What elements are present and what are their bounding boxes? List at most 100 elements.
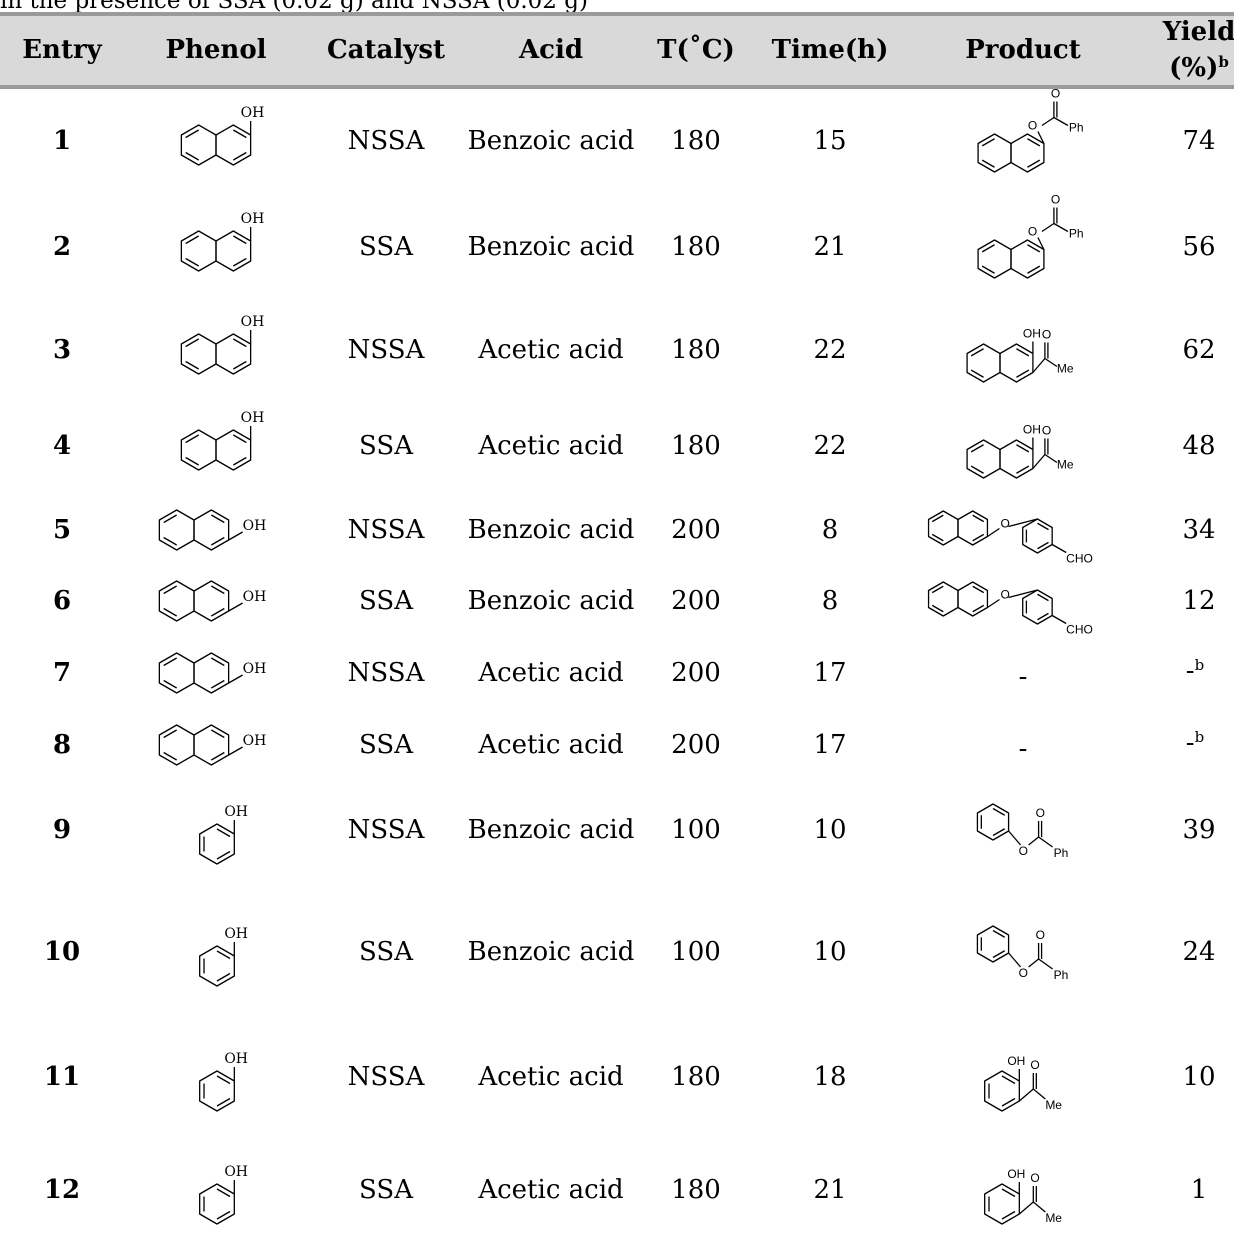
yield-cell: 39 [1182,815,1216,845]
yield-cell: 10 [1182,1062,1216,1092]
svg-text:O: O [1051,193,1060,207]
svg-text:O: O [1019,966,1028,980]
temperature-cell: 180 [671,335,721,365]
temperature-cell: 180 [671,1062,721,1092]
svg-text:Me: Me [1045,1211,1062,1225]
svg-text:Me: Me [1057,458,1074,472]
phenol-structure-phenol: OH [199,926,248,987]
product-structure-acetyl-naphthol: OH O Me [966,423,1074,479]
entry-number: 3 [52,335,72,365]
product-structure-naphthyloxy-benzaldehyde: O CHO [927,510,1093,566]
header-acid: Acid [518,35,584,65]
svg-text:Me: Me [1057,362,1074,376]
yield-cell: 1 [1190,1175,1208,1205]
time-cell: 10 [813,815,847,845]
entry-number: 6 [52,586,72,616]
temperature-cell: 200 [671,515,721,545]
svg-text:CHO: CHO [1066,552,1093,566]
svg-text:OH: OH [224,804,248,820]
phenol-structure-1-naphthol: OH [180,410,264,471]
table-header: Entry Phenol Catalyst Acid T(˚C) Time(h)… [0,16,1234,85]
product-none: - [1018,662,1028,692]
header-yield-line2: (%)b [1169,53,1229,83]
temperature-cell: 200 [671,586,721,616]
top-rule [0,12,1234,16]
time-cell: 8 [821,515,839,545]
product-structure-phenyl-benzoate: O O Ph [976,803,1068,860]
svg-text:OH: OH [241,211,265,227]
time-cell: 10 [813,937,847,967]
svg-text:OH: OH [224,1164,248,1180]
yield-cell: 56 [1182,232,1216,262]
product-none: - [1018,734,1028,764]
header-temperature: T(˚C) [657,35,735,65]
svg-text:OH: OH [243,518,267,534]
acid-cell: Benzoic acid [467,232,635,262]
time-cell: 18 [813,1062,847,1092]
yield-cell: 24 [1182,937,1216,967]
svg-text:O: O [1000,517,1009,531]
catalyst-cell: NSSA [347,815,425,845]
yield-cell: -b [1185,728,1205,758]
time-cell: 22 [813,335,847,365]
header-yield-line1: Yield [1162,17,1234,47]
yield-cell: 34 [1182,515,1216,545]
svg-text:CHO: CHO [1066,623,1093,637]
phenol-structure-phenol: OH [199,804,248,865]
yield-footnote: b [1194,656,1205,674]
product-structure-hydroxyacetophenone: OH O Me [984,1167,1062,1225]
acid-cell: Acetic acid [478,335,624,365]
product-structure-hydroxyacetophenone: OH O Me [984,1054,1062,1112]
header-time: Time(h) [771,35,889,65]
svg-text:OH: OH [241,105,265,121]
time-cell: 22 [813,431,847,461]
svg-text:O: O [1019,844,1028,858]
svg-text:OH: OH [241,314,265,330]
table-caption: in the presence of SSA (0.02 g) and NSSA… [0,0,588,14]
entry-number: 11 [43,1062,81,1092]
catalyst-cell: SSA [359,1175,413,1205]
catalyst-cell: NSSA [347,515,425,545]
svg-text:OH: OH [1007,1167,1025,1181]
svg-text:O: O [1051,87,1060,101]
svg-text:O: O [1042,328,1051,342]
yield-cell: 74 [1182,126,1216,156]
catalyst-cell: NSSA [347,658,425,688]
temperature-cell: 180 [671,431,721,461]
catalyst-cell: NSSA [347,1062,425,1092]
svg-text:OH: OH [1007,1054,1025,1068]
svg-text:OH: OH [224,1051,248,1067]
entry-number: 9 [52,815,72,845]
phenol-structure-2-naphthol: OH [158,652,267,694]
product-structure-acetyl-naphthol: OH O Me [966,327,1074,383]
yield-cell: -b [1185,656,1205,686]
temperature-cell: 100 [671,937,721,967]
product-structure-phenyl-benzoate: O O Ph [976,925,1069,982]
header-rule [0,85,1234,89]
product-structure-naphthyl-benzoate: O O Ph [977,193,1084,279]
header-catalyst: Catalyst [326,35,446,65]
phenol-structure-1-naphthol: OH [180,314,265,375]
acid-cell: Benzoic acid [467,515,635,545]
svg-text:OH: OH [1023,327,1041,341]
temperature-cell: 200 [671,658,721,688]
svg-text:O: O [1042,424,1051,438]
svg-text:Ph: Ph [1069,227,1084,241]
header-yield-footnote: b [1218,53,1229,71]
catalyst-cell: SSA [359,730,413,760]
yield-footnote: b [1194,728,1205,746]
acid-cell: Benzoic acid [467,937,635,967]
svg-text:OH: OH [243,661,267,677]
entry-number: 4 [52,431,72,461]
svg-text:O: O [1036,806,1045,820]
phenol-structure-phenol: OH [199,1164,248,1225]
entry-number: 10 [43,937,81,967]
phenol-structure-2-naphthol: OH [158,724,266,766]
svg-text:Ph: Ph [1054,968,1069,982]
acid-cell: Acetic acid [478,431,624,461]
svg-text:OH: OH [1023,423,1041,437]
temperature-cell: 180 [671,1175,721,1205]
yield-cell: 48 [1182,431,1216,461]
svg-text:OH: OH [224,926,248,942]
entry-number: 8 [52,730,72,760]
